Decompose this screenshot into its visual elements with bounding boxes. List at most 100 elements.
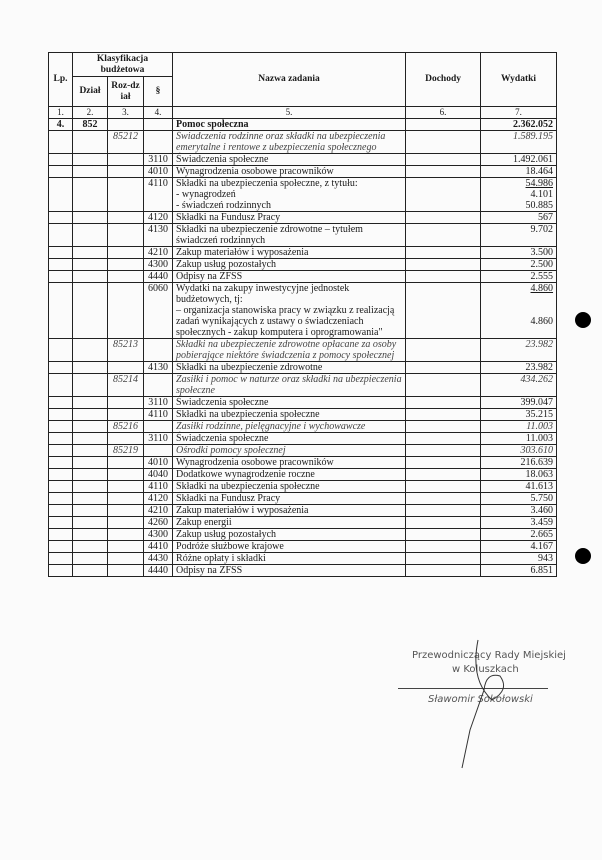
lp-cell: [48, 270, 73, 283]
number-row: 1. 2. 3. 4. 5. 6. 7.: [48, 106, 558, 119]
wydatki-line: 54.986: [525, 178, 554, 189]
wydatki-line: 4.101: [530, 189, 554, 200]
wydatki-line: 4.860: [530, 316, 554, 327]
paragraf-cell: [142, 373, 174, 397]
dzial-cell: [72, 408, 108, 421]
name-cell: Składki na ubezpieczenie zdrowotne opłac…: [172, 338, 407, 362]
table-row: 4430 Różne opłaty i składki 943: [48, 552, 558, 565]
dzial-cell: [72, 456, 108, 469]
name-cell: Zasiłki i pomoc w naturze oraz składki n…: [172, 373, 407, 397]
name-cell: Składki na ubezpieczenia społeczne: [172, 408, 407, 421]
header-cell: Dochody: [405, 52, 482, 107]
dochody-cell: [405, 282, 482, 339]
lp-cell: [48, 258, 73, 271]
table-row: 85213 Składki na ubezpieczenie zdrowotne …: [48, 338, 558, 362]
table-row: 4130 Składki na ubezpieczenie zdrowotne 23…: [48, 361, 558, 374]
wydatki-cell: 2.665: [480, 528, 558, 541]
paragraf-cell: 4120: [142, 492, 174, 505]
lp-cell: [48, 153, 73, 166]
rozdzial-cell: [107, 270, 144, 283]
wydatki-cell: 3.460: [480, 504, 558, 517]
paragraf-cell: [142, 118, 174, 131]
dochody-cell: [405, 270, 482, 283]
dzial-cell: [72, 552, 108, 565]
rozdzial-cell: [107, 396, 144, 409]
name-line: - świadczeń rodzinnych: [176, 200, 271, 211]
name-cell: Zakup usług pozostałych: [172, 258, 407, 271]
name-line: Wydatki na zakupy inwestycyjne jednostek…: [176, 283, 350, 305]
paragraf-cell: 4210: [142, 504, 174, 517]
column-number: 1.: [48, 106, 73, 119]
wydatki-cell: 41.613: [480, 480, 558, 493]
dzial-cell: [72, 270, 108, 283]
lp-cell: [48, 211, 73, 224]
column-number: 3.: [107, 106, 144, 119]
wydatki-cell: 18.063: [480, 468, 558, 481]
rozdzial-cell: 85213: [107, 338, 144, 362]
name-cell: Wynagrodzenia osobowe pracowników: [172, 456, 407, 469]
column-number: 4.: [142, 106, 174, 119]
dochody-cell: [405, 480, 482, 493]
header-cell: Klasyfikacja budżetowa: [71, 52, 174, 77]
wydatki-cell: 18.464: [480, 165, 558, 178]
lp-cell: [48, 432, 73, 445]
dzial-cell: [72, 165, 108, 178]
rozdzial-cell: [107, 456, 144, 469]
wydatki-cell: 567: [480, 211, 558, 224]
dzial-cell: [72, 211, 108, 224]
table-row: 4120 Składki na Fundusz Pracy 5.750: [48, 492, 558, 505]
paragraf-cell: [142, 420, 174, 433]
dochody-cell: [405, 516, 482, 529]
paragraf-cell: 4110: [142, 408, 174, 421]
lp-cell: [48, 564, 73, 577]
lp-cell: [48, 492, 73, 505]
dzial-cell: [72, 223, 108, 247]
paragraf-cell: 4130: [142, 361, 174, 374]
wydatki-cell: 3.459: [480, 516, 558, 529]
wydatki-cell: 4.860 4.860: [480, 282, 558, 339]
lp-cell: [48, 420, 73, 433]
dzial-cell: 852: [72, 118, 108, 131]
header-cell: Lp.: [48, 52, 73, 107]
wydatki-cell: 216.639: [480, 456, 558, 469]
dzial-cell: [72, 504, 108, 517]
rozdzial-cell: [107, 153, 144, 166]
table-row: 6060 Wydatki na zakupy inwestycyjne jedno…: [48, 282, 558, 339]
dochody-cell: [405, 456, 482, 469]
dzial-cell: [72, 516, 108, 529]
dochody-cell: [405, 444, 482, 457]
stamp-place: w Koluszkach: [452, 664, 519, 675]
dochody-cell: [405, 246, 482, 259]
rozdzial-cell: [107, 211, 144, 224]
wydatki-cell: 434.262: [480, 373, 558, 397]
lp-cell: [48, 480, 73, 493]
name-line: - wynagrodzeń: [176, 189, 236, 200]
name-cell: Różne opłaty i składki: [172, 552, 407, 565]
wydatki-cell: 3.500: [480, 246, 558, 259]
rozdzial-cell: [107, 516, 144, 529]
rozdzial-cell: [107, 177, 144, 212]
table-row: 4110 Składki na ubezpieczenia społeczne, …: [48, 177, 558, 212]
dochody-cell: [405, 468, 482, 481]
dochody-cell: [405, 552, 482, 565]
header-cell: Dział: [72, 76, 108, 107]
dochody-cell: [405, 528, 482, 541]
paragraf-cell: 4110: [142, 480, 174, 493]
name-line: Składki na ubezpieczenia społeczne, z ty…: [176, 178, 358, 189]
name-cell: Składki na ubezpieczenia społeczne: [172, 480, 407, 493]
table-row: 4010 Wynagrodzenia osobowe pracowników 18.…: [48, 165, 558, 178]
paragraf-cell: 4260: [142, 516, 174, 529]
dochody-cell: [405, 338, 482, 362]
paragraf-cell: 4300: [142, 528, 174, 541]
paragraf-cell: 4440: [142, 270, 174, 283]
dochody-cell: [405, 165, 482, 178]
name-cell: Wydatki na zakupy inwestycyjne jednostek…: [172, 282, 407, 339]
rozdzial-cell: 85219: [107, 444, 144, 457]
rozdzial-cell: [107, 504, 144, 517]
name-cell: Zakup usług pozostałych: [172, 528, 407, 541]
lp-cell: [48, 373, 73, 397]
lp-cell: [48, 456, 73, 469]
dzial-cell: [72, 564, 108, 577]
wydatki-cell: 2.500: [480, 258, 558, 271]
table-row: 3110 Świadczenia społeczne 1.492.061: [48, 153, 558, 166]
